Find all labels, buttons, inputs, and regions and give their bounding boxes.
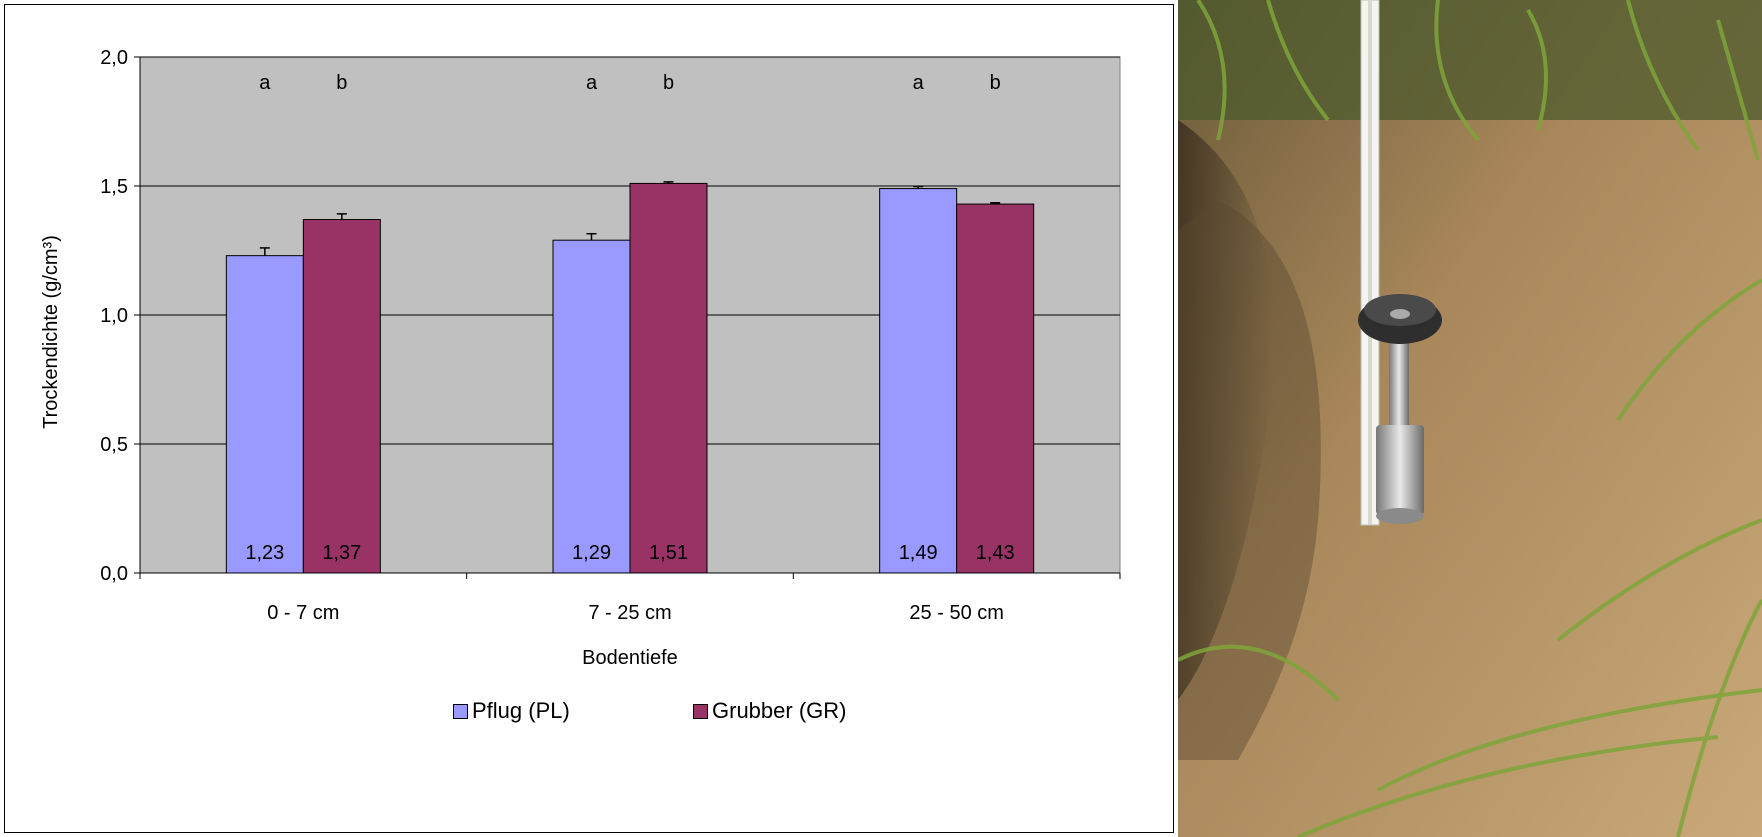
y-axis-title: Trockendichte (g/cm³) xyxy=(40,235,62,429)
legend-swatch-pflug xyxy=(453,703,468,719)
data-label: 1,51 xyxy=(649,542,688,564)
bar xyxy=(629,182,708,574)
legend-swatch-grubber xyxy=(693,703,708,719)
soil-core-sampler-photo xyxy=(1178,0,1762,837)
legend-label-grubber: Grubber (GR) xyxy=(712,698,847,723)
bar xyxy=(302,219,381,574)
x-tick-label: 25 - 50 cm xyxy=(909,602,1003,624)
data-label: 1,49 xyxy=(899,542,938,564)
y-tick-label: 1,0 xyxy=(100,305,128,327)
y-tick-label: 0,5 xyxy=(100,434,128,456)
data-label: 1,43 xyxy=(976,542,1015,564)
bar xyxy=(956,203,1035,574)
significance-letter: a xyxy=(586,72,598,94)
significance-letter: b xyxy=(336,72,347,94)
x-axis-title: Bodentiefe xyxy=(582,647,678,669)
chart-panel: 1,23 a 1,37 b 1,29 a 1,51 b 1,49 a 1,43 b 0,0 0,5 1,0… xyxy=(4,4,1174,833)
data-label: 1,29 xyxy=(572,542,611,564)
legend-label-pflug: Pflug (PL) xyxy=(472,698,570,723)
significance-letter: b xyxy=(663,72,674,94)
x-tick-label: 7 - 25 cm xyxy=(588,602,671,624)
y-tick-label: 1,5 xyxy=(100,176,128,198)
legend-item-pflug: Pflug (PL) xyxy=(453,698,570,724)
significance-letter: a xyxy=(913,72,925,94)
data-label: 1,23 xyxy=(245,542,284,564)
legend-item-grubber: Grubber (GR) xyxy=(693,698,846,724)
data-label: 1,37 xyxy=(322,542,361,564)
bar xyxy=(879,188,958,574)
bar xyxy=(225,255,304,574)
significance-letter: a xyxy=(259,72,271,94)
x-tick-label: 0 - 7 cm xyxy=(267,602,339,624)
bar-chart: 1,23 a 1,37 b 1,29 a 1,51 b 1,49 a 1,43 b 0,0 0,5 1,0… xyxy=(40,47,1121,669)
y-tick-label: 0,0 xyxy=(100,563,128,585)
significance-letter: b xyxy=(990,72,1001,94)
y-tick-label: 2,0 xyxy=(100,47,128,69)
bar xyxy=(552,239,631,574)
